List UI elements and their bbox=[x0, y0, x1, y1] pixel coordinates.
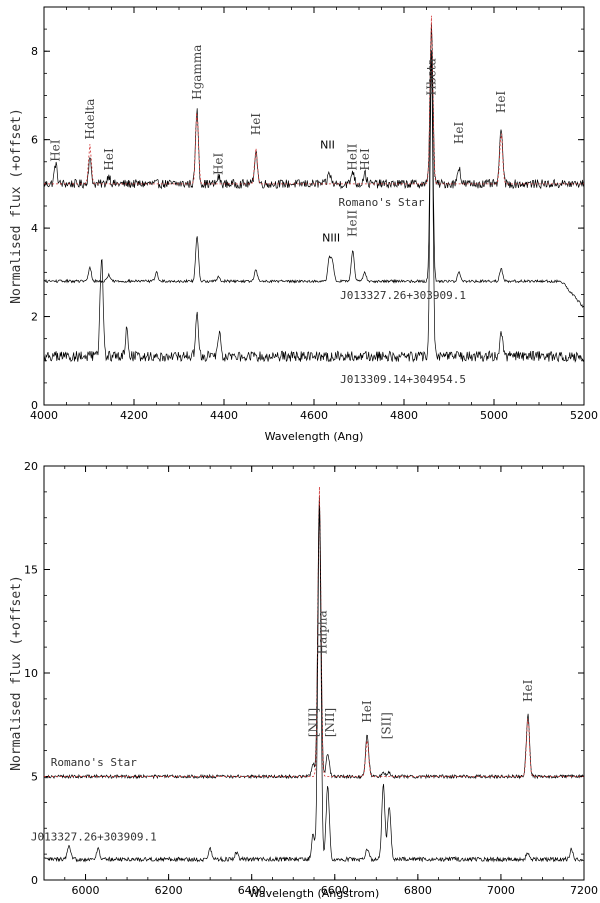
y-tick-label: 2 bbox=[31, 311, 38, 324]
x-tick-label: 7200 bbox=[570, 884, 598, 897]
spectrum-label: Romano's Star bbox=[51, 756, 137, 769]
spectrum-label: Romano's Star bbox=[338, 196, 424, 209]
y-tick-label: 0 bbox=[31, 874, 38, 887]
x-tick-label: 5200 bbox=[570, 409, 598, 422]
x-tick-label: 4400 bbox=[210, 409, 238, 422]
spectrum-line bbox=[44, 50, 584, 308]
x-tick-label: 7000 bbox=[487, 884, 515, 897]
top-panel: 4000 4200 4400 4600 4800 5000 5200 0 2 4 6 8 Wavelen… bbox=[9, 6, 598, 443]
x-axis-label: Wavelength (Ang) bbox=[265, 430, 364, 443]
x-tick-label: 4800 bbox=[390, 409, 418, 422]
x-tick-label: 5000 bbox=[480, 409, 508, 422]
line-annotation: HeI bbox=[212, 152, 226, 175]
line-annotation: HeI bbox=[494, 91, 508, 114]
y-tick-label: 6 bbox=[31, 134, 38, 147]
spectrum-label: J013327.26+303909.1 bbox=[340, 289, 466, 302]
line-annotation: HeI bbox=[452, 122, 466, 145]
spectrum-label: J013327.26+303909.1 bbox=[31, 831, 157, 844]
line-annotation: [NII] bbox=[323, 708, 337, 737]
x-tick-label: 4200 bbox=[120, 409, 148, 422]
line-annotation: HeII bbox=[346, 210, 360, 237]
y-axis-label: Normalised flux (+offset) bbox=[9, 108, 24, 304]
bottom-panel: 6000 6200 6400 6600 6800 7000 7200 0 5 10 15 20 Wave… bbox=[9, 460, 598, 900]
line-annotation: [NII] bbox=[307, 708, 321, 737]
line-annotation: HeI bbox=[360, 700, 374, 723]
line-annotation: HeII bbox=[346, 143, 360, 170]
y-tick-label: 0 bbox=[31, 399, 38, 412]
plot-area bbox=[44, 486, 584, 863]
y-tick-label: 8 bbox=[31, 45, 38, 58]
plot-area bbox=[44, 15, 584, 363]
spectrum-label: J013309.14+304954.5 bbox=[340, 373, 466, 386]
x-tick-label: 4600 bbox=[300, 409, 328, 422]
spectrum-line bbox=[44, 58, 584, 363]
line-annotation: HeI bbox=[358, 148, 372, 171]
x-tick-label: 6000 bbox=[72, 884, 100, 897]
line-annotation: NII bbox=[320, 139, 335, 152]
y-tick-label: 20 bbox=[24, 460, 38, 473]
model-line bbox=[44, 15, 584, 185]
line-annotation: HeI bbox=[49, 139, 63, 162]
line-annotation: Halpha bbox=[315, 610, 329, 654]
x-axis-label: Wavelength (Angstrom) bbox=[249, 887, 380, 900]
x-tick-label: 6600 bbox=[321, 884, 349, 897]
line-annotation: [SII] bbox=[379, 712, 393, 739]
y-tick-label: 10 bbox=[24, 667, 38, 680]
spectrum-line bbox=[44, 507, 584, 863]
y-tick-label: 5 bbox=[31, 771, 38, 784]
x-tick-label: 4000 bbox=[30, 409, 58, 422]
y-tick-label: 4 bbox=[31, 222, 38, 235]
model-line bbox=[44, 486, 584, 777]
x-tick-label: 6200 bbox=[155, 884, 183, 897]
x-tick-label: 6400 bbox=[238, 884, 266, 897]
line-annotation: HeI bbox=[249, 113, 263, 136]
y-tick-label: 15 bbox=[24, 564, 38, 577]
line-annotation: HeI bbox=[521, 679, 535, 702]
line-annotation: NIII bbox=[322, 231, 340, 244]
x-tick-label: 6800 bbox=[404, 884, 432, 897]
line-annotation: Hgamma bbox=[190, 45, 204, 100]
y-axis-label: Normalised flux (+offset) bbox=[9, 575, 24, 771]
plot-frame bbox=[43, 465, 585, 881]
line-annotation: HeI bbox=[102, 148, 116, 171]
line-annotation: Hdelta bbox=[83, 99, 97, 140]
line-annotation: Hbeta bbox=[424, 58, 438, 95]
